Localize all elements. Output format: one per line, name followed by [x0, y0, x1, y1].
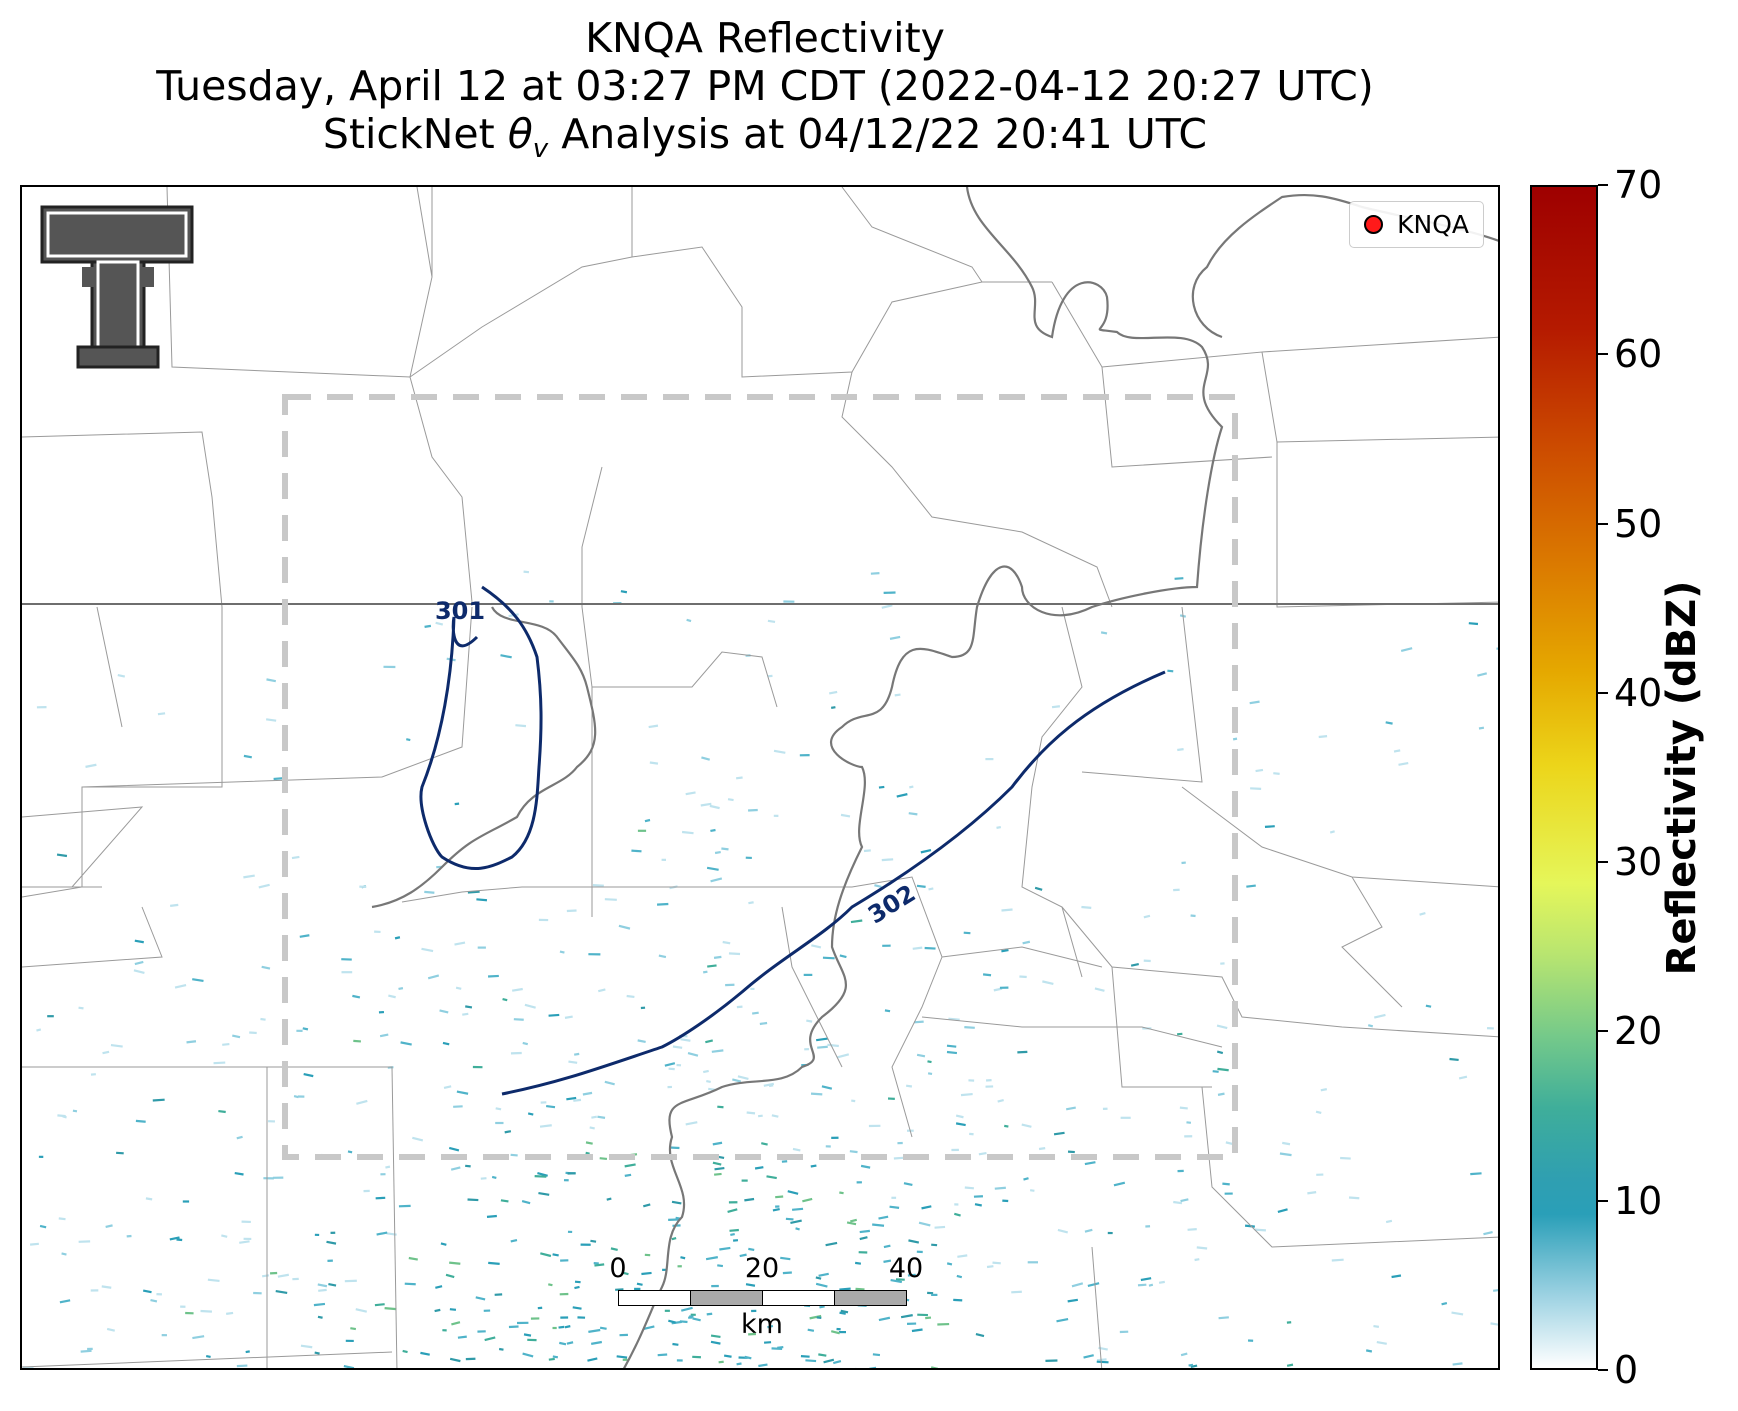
colorbar-tick-mark: [1598, 184, 1608, 186]
contour-301-line: [419, 585, 543, 871]
colorbar-tick-mark: [1598, 691, 1608, 694]
theta-v-contours: [419, 585, 1166, 1096]
analysis-domain-box: [282, 394, 1238, 1160]
county-boundaries: [22, 187, 1498, 1368]
colorbar-tick-label: 70: [1614, 163, 1663, 207]
colorbar-tick-label: 40: [1614, 670, 1663, 715]
colorbar-tick-mark: [1598, 1199, 1608, 1202]
reflectivity-field: [22, 570, 1498, 1368]
title-line-3: StickNet θv Analysis at 04/12/22 20:41 U…: [322, 110, 1208, 165]
map-title: KNQA Reflectivity Tuesday, April 12 at 0…: [0, 14, 1530, 173]
scale-tick-20: 20: [744, 1253, 780, 1284]
texas-tech-double-t-logo: [40, 205, 194, 369]
scale-seg-2: [690, 1290, 763, 1306]
colorbar-tick-mark: [1598, 522, 1608, 525]
colorbar-title: Reflectivity (dBZ): [1659, 580, 1705, 976]
colorbar-tick-label: 20: [1614, 1009, 1663, 1054]
contour-301-label: 301: [435, 597, 485, 625]
colorbar-tick-mark: [1598, 1369, 1608, 1371]
title-line-2: Tuesday, April 12 at 03:27 PM CDT (2022-…: [156, 62, 1374, 110]
scale-seg-4: [834, 1290, 907, 1306]
scale-tick-40: 40: [888, 1253, 924, 1284]
colorbar-tick-label: 30: [1614, 840, 1663, 885]
colorbar-tick-label: 0: [1614, 1348, 1639, 1392]
reflectivity-colorbar: [1530, 185, 1598, 1370]
colorbar-tick-label: 60: [1614, 332, 1663, 377]
scale-bar: [618, 1290, 908, 1350]
scale-tick-0: 0: [609, 1253, 627, 1284]
map-canvas: 301 302: [22, 187, 1498, 1368]
radar-map[interactable]: 301 302 KNQA 0 20 40 km: [20, 185, 1500, 1370]
station-legend-label: KNQA: [1397, 210, 1469, 239]
colorbar-tick-label: 10: [1614, 1178, 1663, 1223]
colorbar-tick-mark: [1598, 353, 1608, 356]
scale-seg-3: [762, 1290, 835, 1306]
title-line-1: KNQA Reflectivity: [585, 14, 945, 62]
contour-302-label: 302: [863, 879, 920, 929]
scale-unit: km: [741, 1309, 783, 1340]
station-marker-icon: [1364, 215, 1384, 234]
scale-seg-1: [618, 1290, 691, 1306]
contour-302-line: [501, 670, 1166, 1096]
colorbar-tick-mark: [1598, 1030, 1608, 1033]
colorbar-tick-mark: [1598, 861, 1608, 864]
station-legend: KNQA: [1349, 201, 1484, 248]
colorbar-tick-label: 50: [1614, 501, 1663, 546]
